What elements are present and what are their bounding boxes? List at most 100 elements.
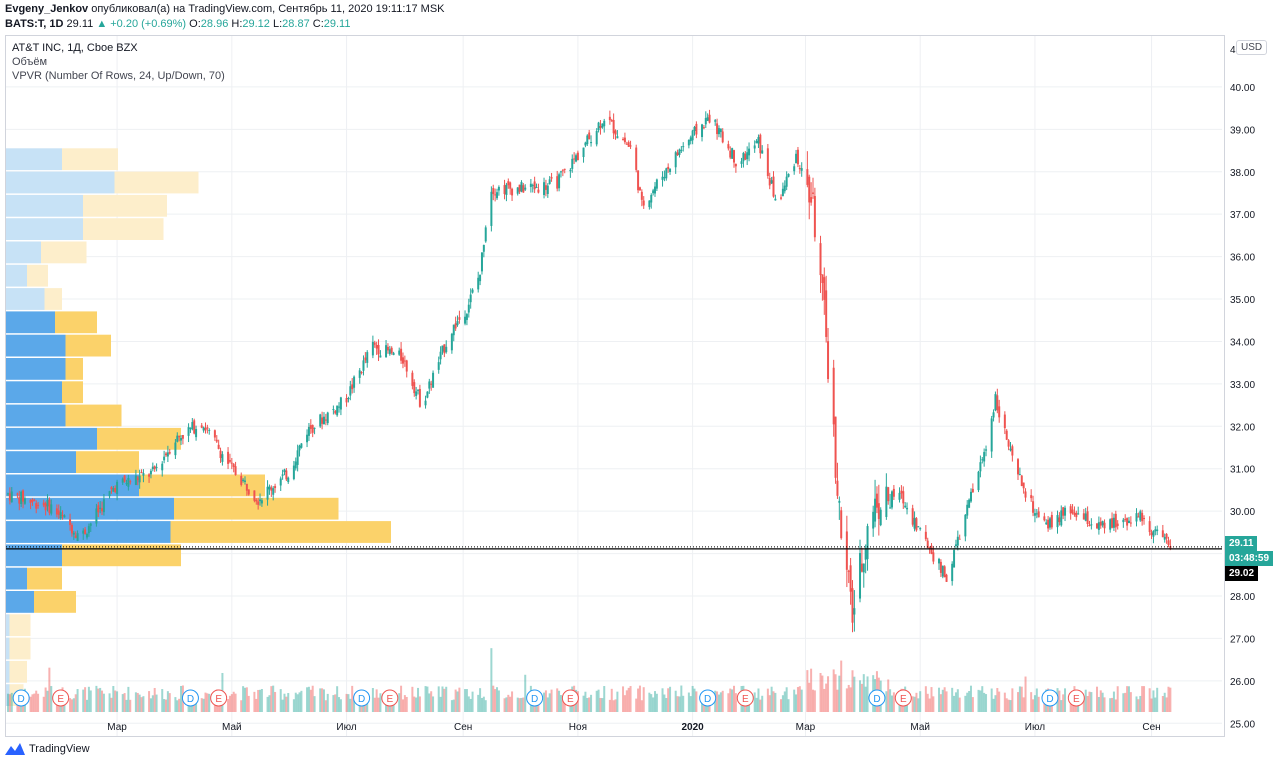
currency-badge[interactable]: USD (1236, 40, 1268, 55)
candle-body (439, 351, 442, 360)
candle-body (413, 382, 416, 394)
candle-body (1148, 521, 1151, 533)
candle-body (642, 200, 645, 206)
volume-bar (953, 695, 956, 712)
volume-bar (454, 689, 457, 712)
candle-body (55, 508, 58, 515)
legend-volume[interactable]: Объём (12, 56, 48, 68)
volume-bar (1099, 690, 1102, 712)
candle-body (492, 188, 495, 195)
volume-bar (655, 693, 658, 712)
volume-bar (680, 685, 683, 712)
volume-bar (345, 693, 348, 712)
volume-bar (695, 691, 698, 712)
footer-brand[interactable]: TradingView (5, 743, 90, 755)
volume-bar (260, 688, 263, 712)
candle-body (753, 145, 756, 149)
volume-bar (400, 685, 403, 712)
candle-body (426, 391, 429, 398)
earnings-marker (736, 689, 754, 707)
candle-body (755, 140, 758, 144)
volume-bar (240, 700, 243, 712)
candle-body (1022, 482, 1025, 489)
candle-body (511, 188, 514, 196)
x-tick-label: Ноя (569, 722, 587, 733)
volume-bar (783, 691, 786, 712)
candle-body (432, 372, 435, 388)
tradingview-logo-icon (5, 743, 25, 755)
volume-bar (753, 692, 756, 712)
volume-bar (1033, 695, 1036, 712)
candle-body (430, 383, 433, 385)
volume-bar (403, 695, 406, 712)
candle-body (716, 123, 719, 135)
volume-bar (1124, 692, 1127, 712)
earnings-marker-label: E (567, 694, 574, 705)
volume-bar (825, 683, 828, 712)
volume-bar (795, 694, 798, 712)
candle-body (623, 137, 626, 143)
candle-body (859, 553, 862, 599)
volume-bar (155, 694, 158, 712)
legend-vpvr[interactable]: VPVR (Number Of Rows, 24, Up/Down, 70) (12, 70, 225, 82)
volume-bar (306, 687, 309, 712)
volume-bar (919, 691, 922, 712)
legend-title[interactable]: AT&T INC, 1Д, Cboe BZX (12, 42, 138, 54)
volume-bar (687, 692, 690, 712)
candle-body (306, 434, 309, 443)
candle-body (398, 350, 401, 355)
volume-bar (862, 674, 865, 712)
candle-body (7, 493, 9, 495)
candle-body (247, 489, 250, 495)
vp-row-up (6, 194, 83, 217)
candle-body (1156, 529, 1159, 532)
candle-body (379, 355, 382, 358)
candle-body (57, 510, 60, 515)
volume-bar (8, 694, 11, 712)
dividend-marker-label: D (873, 694, 880, 705)
volume-bar (332, 695, 335, 712)
volume-bar (371, 688, 374, 712)
y-tick-label: 28.00 (1230, 592, 1255, 603)
volume-bar (847, 684, 850, 712)
candle-body (471, 289, 474, 293)
candle-body (1003, 414, 1006, 429)
candle-body (625, 143, 628, 145)
candle-body (1017, 459, 1020, 475)
vp-row-up (6, 381, 62, 404)
volume-bar (665, 698, 668, 712)
candle-body (872, 511, 875, 529)
candle-body (1056, 515, 1059, 528)
volume-bar (731, 689, 734, 712)
volume-bar (1084, 689, 1087, 712)
candle-body (902, 491, 905, 504)
candle-body (958, 538, 961, 540)
candle-body (257, 501, 260, 505)
candle-body (358, 370, 361, 378)
dividend-marker-label: D (187, 694, 194, 705)
volume-bar (642, 687, 645, 712)
volume-bar (544, 690, 547, 712)
candle-body (721, 131, 724, 143)
volume-bar (964, 695, 967, 712)
volume-bar (1129, 692, 1132, 712)
x-tick-label: Сен (1142, 722, 1160, 733)
volume-bar (627, 687, 630, 712)
author-name[interactable]: Evgeny_Jenkov (5, 3, 89, 15)
volume-bar (97, 688, 100, 712)
volume-bar (479, 688, 482, 712)
volume-bar (1152, 690, 1155, 712)
volume-bar (76, 689, 79, 712)
vp-row-up (6, 148, 62, 171)
candle-body (674, 152, 677, 168)
candle-body (531, 185, 534, 187)
volume-bar (563, 698, 566, 712)
volume-bar (142, 696, 145, 712)
volume-bar (1150, 698, 1153, 712)
candle-body (575, 155, 578, 162)
volume-bar (176, 700, 179, 712)
candle-body (168, 452, 171, 454)
candle-body (819, 243, 822, 276)
chart-pane[interactable] (5, 35, 1225, 737)
